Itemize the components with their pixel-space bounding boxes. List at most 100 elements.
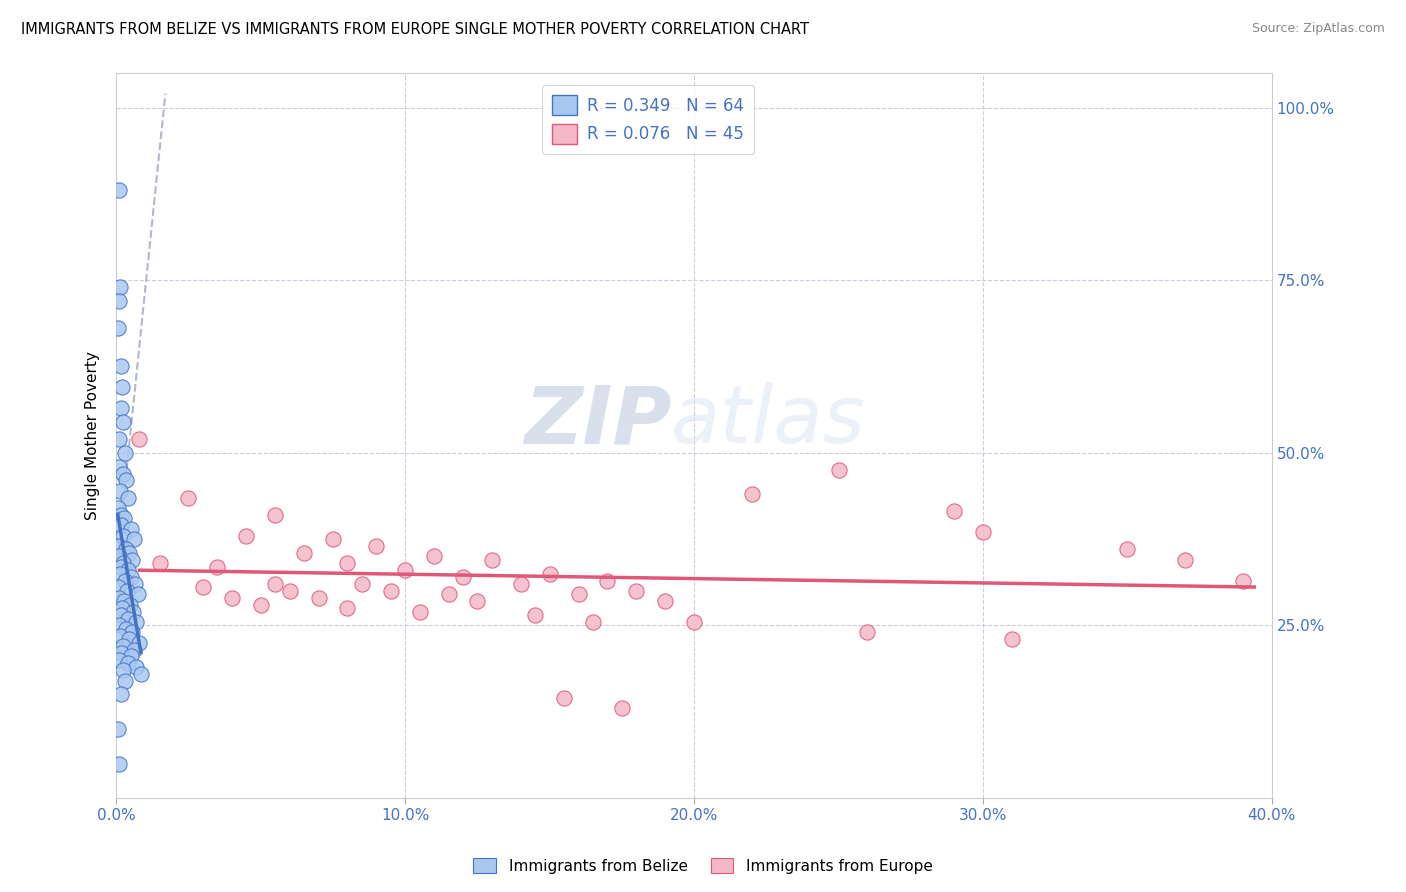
- Point: [108, 566, 131, 581]
- Point: [121, 553, 143, 567]
- Point: [108, 483, 131, 498]
- Point: [120, 598, 142, 612]
- Point: [108, 653, 131, 667]
- Point: [107, 756, 129, 771]
- Point: [115, 542, 138, 557]
- Point: [278, 583, 301, 598]
- Point: [149, 556, 172, 570]
- Point: [117, 563, 139, 577]
- Text: ZIP: ZIP: [523, 382, 671, 460]
- Point: [107, 722, 129, 736]
- Point: [509, 577, 531, 591]
- Point: [112, 556, 135, 570]
- Point: [108, 432, 131, 446]
- Point: [264, 577, 287, 591]
- Point: [249, 598, 271, 612]
- Point: [122, 642, 145, 657]
- Point: [108, 539, 131, 553]
- Point: [1001, 632, 1024, 647]
- Point: [322, 532, 344, 546]
- Point: [626, 583, 648, 598]
- Point: [128, 636, 150, 650]
- Point: [1116, 542, 1139, 557]
- Point: [110, 608, 132, 623]
- Point: [107, 183, 129, 197]
- Point: [107, 549, 129, 564]
- Point: [122, 605, 145, 619]
- Point: [177, 491, 200, 505]
- Point: [437, 587, 460, 601]
- Point: [120, 570, 142, 584]
- Point: [308, 591, 330, 605]
- Point: [110, 688, 132, 702]
- Point: [943, 504, 966, 518]
- Point: [408, 605, 430, 619]
- Point: [235, 529, 257, 543]
- Point: [111, 529, 134, 543]
- Point: [191, 581, 214, 595]
- Point: [336, 601, 359, 615]
- Point: [125, 660, 148, 674]
- Text: IMMIGRANTS FROM BELIZE VS IMMIGRANTS FROM EUROPE SINGLE MOTHER POVERTY CORRELATI: IMMIGRANTS FROM BELIZE VS IMMIGRANTS FRO…: [21, 22, 808, 37]
- Point: [108, 280, 131, 294]
- Y-axis label: Single Mother Poverty: Single Mother Poverty: [86, 351, 100, 520]
- Point: [741, 487, 763, 501]
- Point: [117, 583, 139, 598]
- Point: [110, 359, 132, 374]
- Point: [117, 611, 139, 625]
- Point: [538, 566, 561, 581]
- Point: [112, 594, 135, 608]
- Point: [114, 622, 136, 636]
- Point: [115, 474, 138, 488]
- Point: [117, 657, 139, 671]
- Point: [972, 525, 994, 540]
- Point: [128, 432, 150, 446]
- Point: [117, 491, 139, 505]
- Point: [121, 625, 143, 640]
- Point: [221, 591, 243, 605]
- Point: [582, 615, 605, 629]
- Point: [394, 563, 416, 577]
- Point: [129, 666, 152, 681]
- Point: [112, 639, 135, 653]
- Point: [125, 615, 148, 629]
- Point: [107, 459, 129, 474]
- Point: [112, 415, 135, 429]
- Point: [336, 556, 359, 570]
- Point: [110, 508, 132, 522]
- Point: [610, 701, 633, 715]
- Point: [350, 577, 373, 591]
- Point: [107, 581, 129, 595]
- Point: [124, 577, 146, 591]
- Point: [292, 546, 315, 560]
- Point: [423, 549, 446, 564]
- Point: [122, 532, 145, 546]
- Point: [264, 508, 287, 522]
- Point: [120, 649, 142, 664]
- Point: [127, 587, 149, 601]
- Point: [107, 618, 129, 632]
- Point: [110, 401, 132, 415]
- Point: [118, 632, 141, 647]
- Point: [451, 570, 474, 584]
- Point: [108, 629, 131, 643]
- Legend: Immigrants from Belize, Immigrants from Europe: Immigrants from Belize, Immigrants from …: [467, 852, 939, 880]
- Point: [110, 559, 132, 574]
- Point: [683, 615, 706, 629]
- Point: [110, 646, 132, 660]
- Point: [118, 546, 141, 560]
- Point: [553, 690, 575, 705]
- Text: atlas: atlas: [671, 382, 866, 460]
- Point: [111, 467, 134, 481]
- Point: [467, 594, 489, 608]
- Point: [654, 594, 676, 608]
- Point: [114, 446, 136, 460]
- Point: [1174, 553, 1197, 567]
- Point: [110, 518, 132, 533]
- Point: [856, 625, 879, 640]
- Point: [366, 539, 388, 553]
- Text: Source: ZipAtlas.com: Source: ZipAtlas.com: [1251, 22, 1385, 36]
- Point: [207, 559, 229, 574]
- Point: [596, 574, 619, 588]
- Point: [107, 321, 129, 335]
